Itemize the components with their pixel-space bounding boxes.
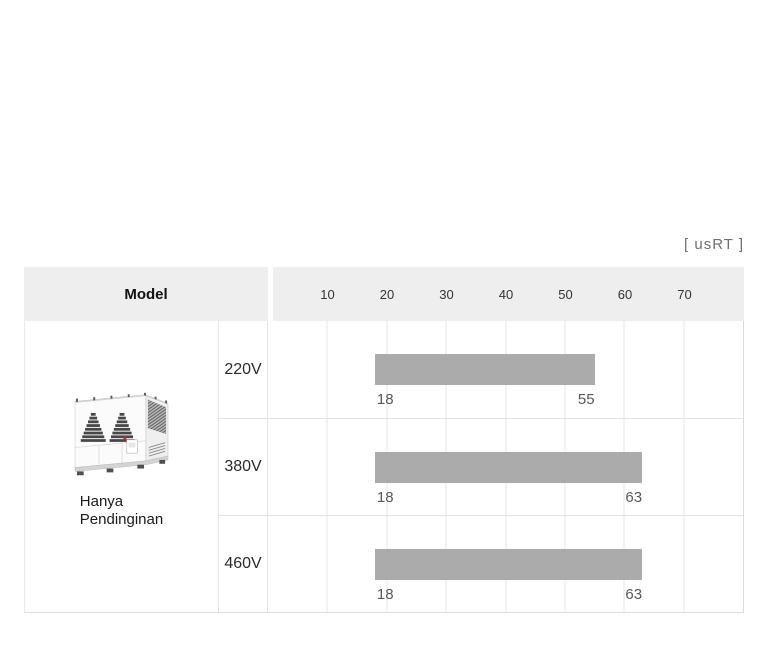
gridline [326, 516, 328, 612]
axis-tick: 50 [558, 286, 573, 302]
bar-end-value: 63 [625, 586, 643, 603]
axis-tick: 20 [379, 286, 395, 302]
axis-ticks: 10 20 30 40 50 60 70 [268, 267, 744, 321]
chiller-product-image [74, 392, 168, 475]
axis-tick: 70 [677, 286, 692, 302]
table-header-row: Model 10 20 30 40 50 60 70 [24, 267, 744, 321]
bar-start-value: 18 [376, 489, 394, 506]
model-cell: Hanya Pendinginan [25, 321, 219, 612]
bar-end-value: 63 [625, 489, 643, 506]
model-column-header: Model [24, 267, 268, 321]
bar-end-value: 55 [577, 391, 595, 408]
capacity-range-table: Model 10 20 30 40 50 60 70 [24, 267, 744, 613]
gridline [683, 516, 685, 612]
gridline [326, 419, 328, 515]
gridline [683, 419, 685, 515]
voltage-label-380v: 380V [219, 419, 268, 515]
voltage-rows: 220V 18 55 380V 18 63 460V 18 63 [219, 321, 743, 612]
table-body: Hanya Pendinginan 220V 18 55 380V 18 63 46… [24, 321, 744, 613]
table-row: 460V 18 63 [219, 515, 743, 612]
table-row: 380V 18 63 [219, 418, 743, 515]
voltage-label-220v: 220V [219, 321, 268, 418]
axis-tick: 60 [617, 286, 633, 302]
axis-tick: 10 [320, 286, 335, 302]
chart-cell: 18 55 [268, 321, 743, 418]
model-name: Hanya Pendinginan [80, 493, 163, 529]
axis-tick: 40 [498, 286, 514, 302]
gridline [326, 321, 328, 418]
top-rail-posts [75, 392, 167, 405]
voltage-label-460v: 460V [219, 516, 268, 612]
axis-header: 10 20 30 40 50 60 70 [273, 267, 744, 321]
axis-tick: 30 [439, 286, 454, 302]
capacity-range-bar [374, 452, 643, 483]
gridline [683, 321, 685, 418]
capacity-range-bar [374, 549, 643, 580]
gridline [623, 321, 625, 418]
capacity-range-bar [374, 354, 595, 385]
coil-cones [80, 412, 134, 442]
chart-cell: 18 63 [268, 516, 743, 612]
bar-start-value: 18 [376, 586, 394, 603]
axis-unit-label: [ usRT ] [684, 236, 744, 253]
table-row: 220V 18 55 [219, 321, 743, 418]
chart-cell: 18 63 [268, 419, 743, 515]
model-name-line1: Hanya [79, 492, 124, 510]
model-name-line2: Pendinginan [79, 510, 164, 528]
bar-start-value: 18 [376, 391, 394, 408]
